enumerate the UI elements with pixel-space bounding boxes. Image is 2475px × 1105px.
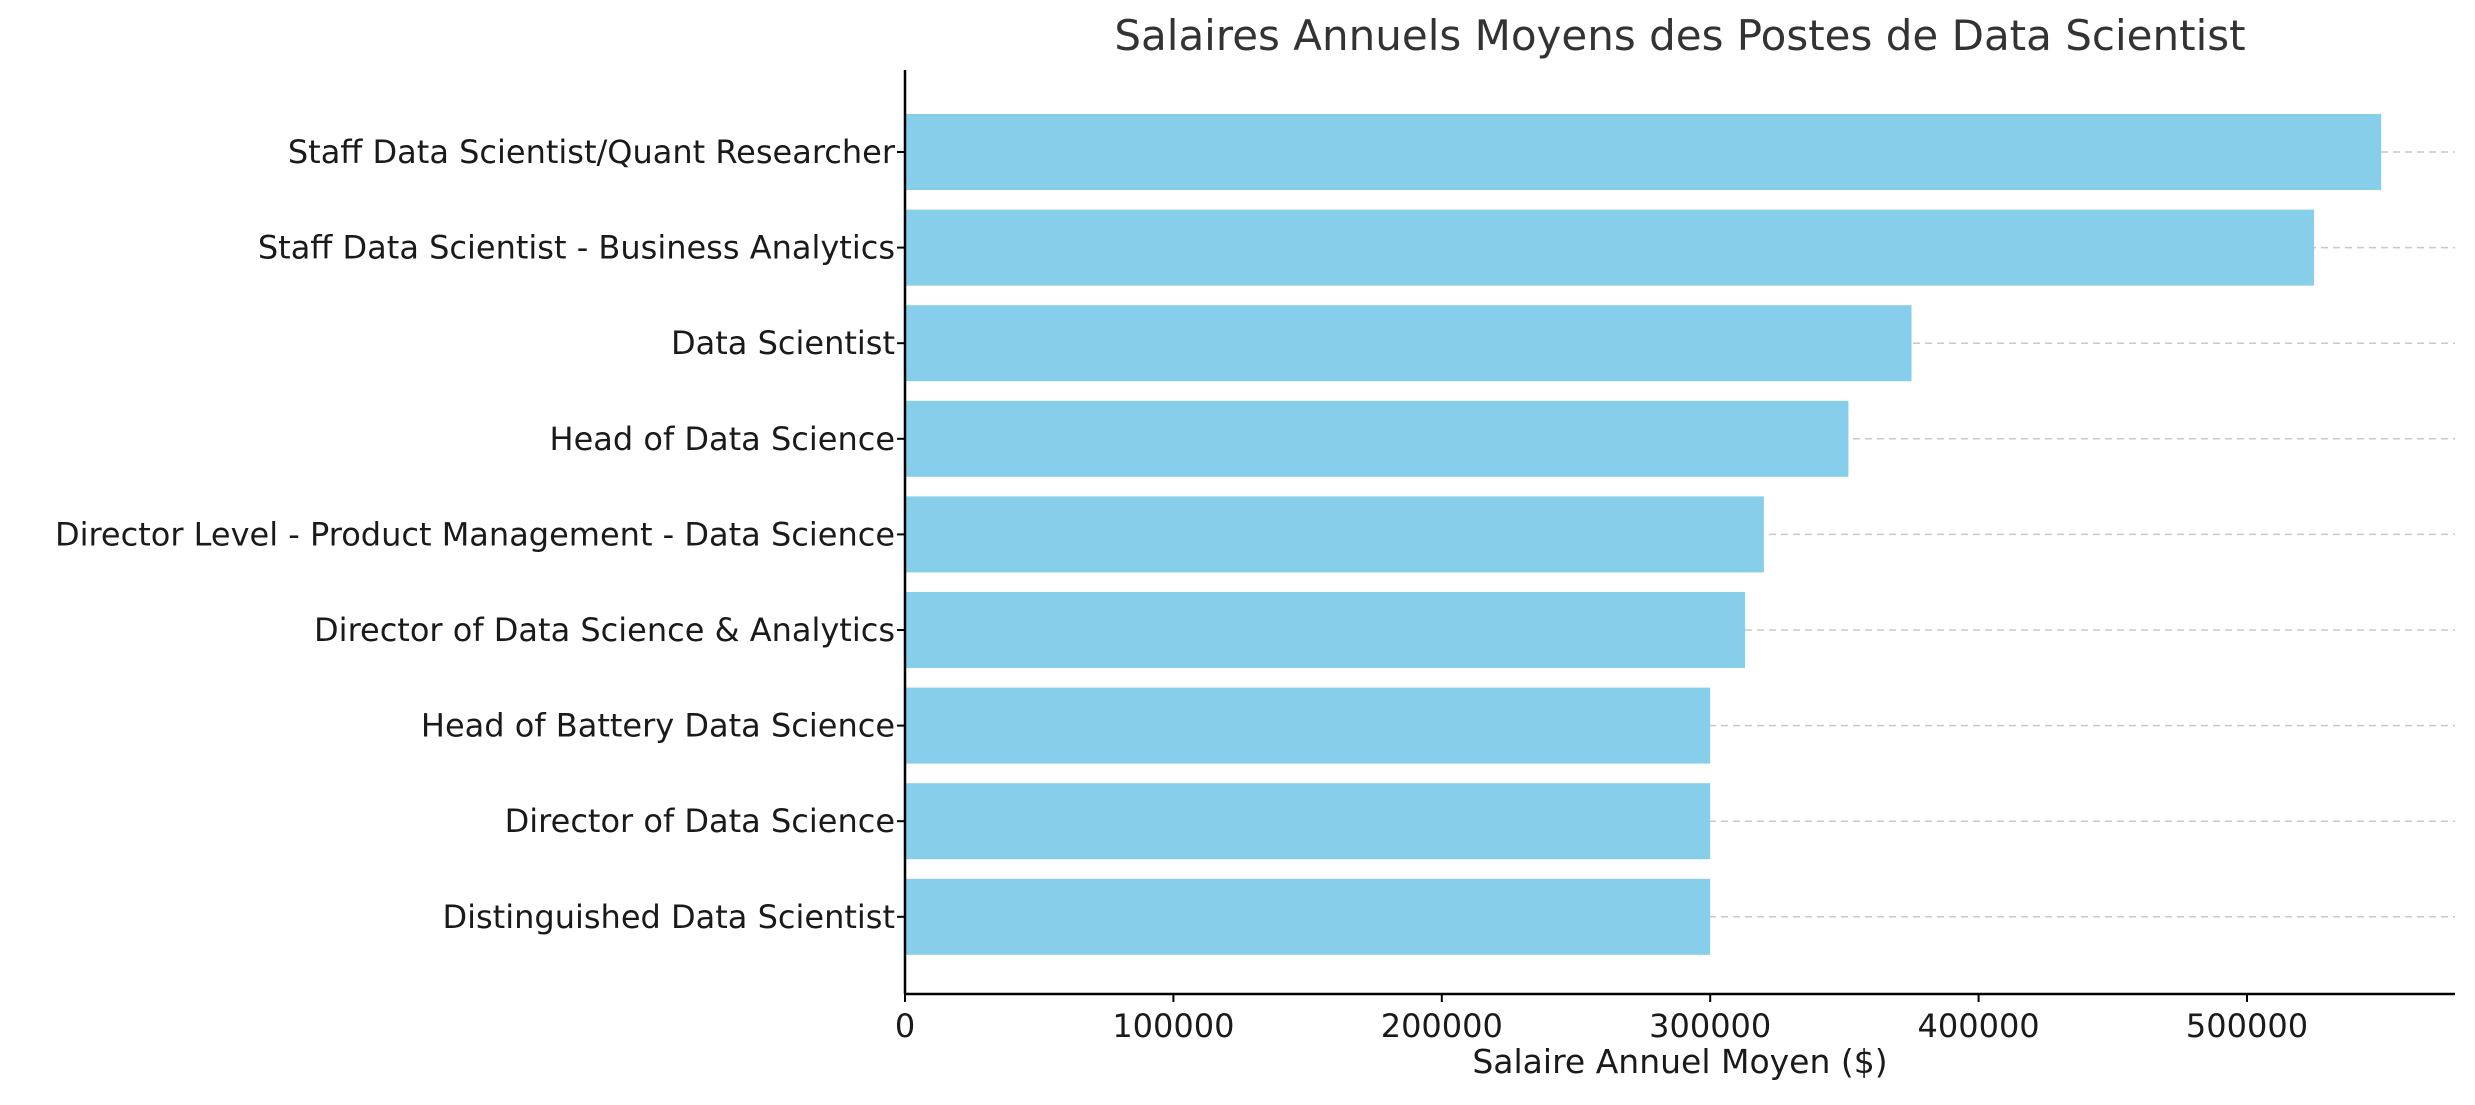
y-tick-label: Distinguished Data Scientist: [442, 898, 895, 936]
x-axis-label: Salaire Annuel Moyen ($): [1472, 1042, 1887, 1081]
bar: [905, 496, 1764, 573]
x-tick-label: 0: [895, 1007, 915, 1045]
x-tick-label: 100000: [1112, 1007, 1234, 1045]
y-tick-label: Director of Data Science & Analytics: [314, 611, 895, 649]
y-tick-label: Data Scientist: [671, 324, 895, 362]
bar: [905, 305, 1912, 382]
bar: [905, 400, 1849, 477]
bar: [905, 878, 1711, 955]
bar: [905, 209, 2315, 286]
bar: [905, 592, 1746, 668]
y-tick-label: Staff Data Scientist - Business Analytic…: [258, 229, 895, 267]
x-tick-label: 500000: [2186, 1007, 2308, 1045]
chart-title: Salaires Annuels Moyens des Postes de Da…: [1114, 11, 2245, 60]
x-tick-label: 400000: [1918, 1007, 2040, 1045]
y-tick-label: Director Level - Product Management - Da…: [55, 515, 895, 553]
x-tick-labels: 0 100000 200000 300000 400000 500000: [895, 994, 2308, 1045]
x-tick-label: 200000: [1381, 1007, 1503, 1045]
y-tick-label: Head of Battery Data Science: [421, 707, 895, 745]
bars: [905, 114, 2382, 955]
y-tick-label: Director of Data Science: [505, 802, 895, 840]
x-tick-label: 300000: [1649, 1007, 1771, 1045]
y-tick-label: Staff Data Scientist/Quant Researcher: [288, 133, 896, 171]
axes: [903, 70, 2455, 996]
bar: [905, 114, 2382, 190]
y-tick-labels: Staff Data Scientist/Quant Researcher Sta…: [55, 133, 905, 936]
bar: [905, 687, 1711, 764]
bar: [905, 783, 1711, 860]
y-tick-label: Head of Data Science: [550, 420, 895, 458]
